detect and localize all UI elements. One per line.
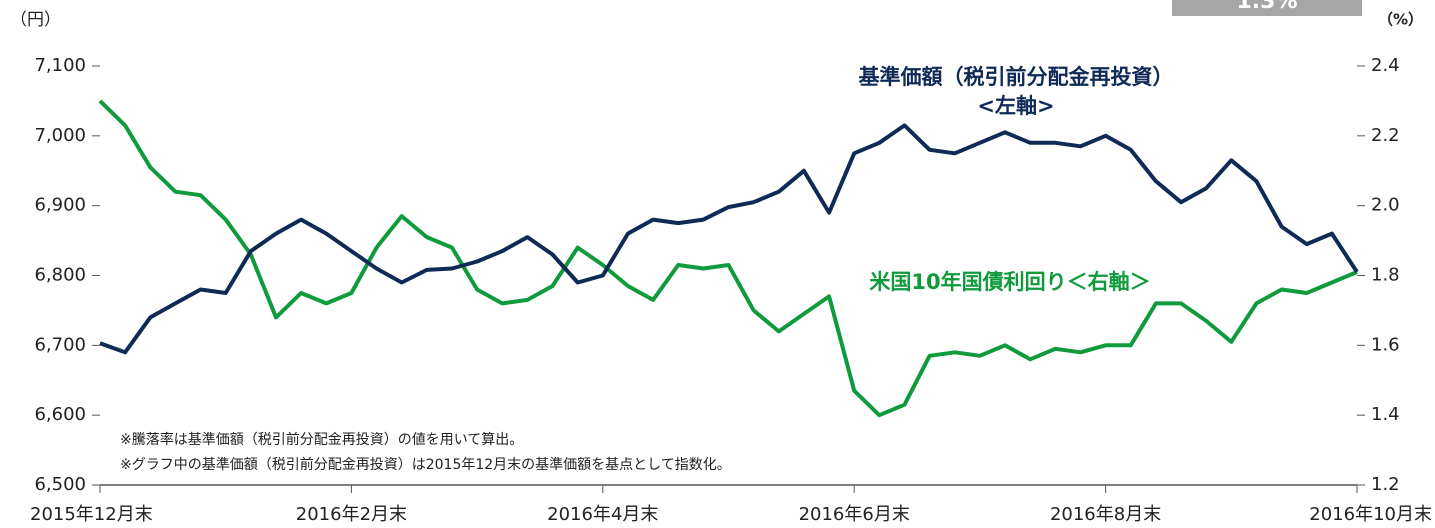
series-line xyxy=(98,99,1358,418)
y-tick-label: 6,500 xyxy=(34,474,86,495)
y2-axis-label: （%） xyxy=(1378,11,1423,29)
y2-tick-label: 2.2 xyxy=(1371,125,1400,146)
note: ※騰落率は基準価額（税引前分配金再投資）の値を用いて算出。 xyxy=(120,431,523,448)
series-line xyxy=(99,123,1359,355)
y-tick-label: 6,900 xyxy=(34,195,86,216)
y-axis-label: （円） xyxy=(10,10,61,30)
y2-tick-label: 2.0 xyxy=(1371,195,1400,216)
series-label-axis: <左軸> xyxy=(977,94,1054,118)
x-tick-label: 2016年6月末 xyxy=(799,504,910,525)
y2-tick-label: 1.2 xyxy=(1371,474,1400,495)
x-tick-label: 2016年8月末 xyxy=(1050,504,1161,525)
y2-tick-label: 1.6 xyxy=(1371,334,1400,355)
y2-tick-label: 2.4 xyxy=(1371,55,1400,76)
y2-tick-label: 1.8 xyxy=(1371,265,1400,286)
y-tick-label: 6,800 xyxy=(34,265,86,286)
x-tick-label: 2016年4月末 xyxy=(547,504,658,525)
y-tick-label: 6,600 xyxy=(34,404,86,425)
y-tick-label: 7,000 xyxy=(34,125,86,146)
x-tick-label: 2015年12月末 xyxy=(30,504,153,525)
series-label: 基準価額（税引前分配金再投資） xyxy=(859,65,1174,89)
x-tick-label: 2016年10月末 xyxy=(1309,504,1432,525)
y-tick-label: 7,100 xyxy=(34,55,86,76)
badge-text: 1.3% xyxy=(1236,0,1297,14)
y2-tick-label: 1.4 xyxy=(1371,404,1400,425)
y-tick-label: 6,700 xyxy=(34,334,86,355)
badge-box xyxy=(1172,0,1362,16)
note: ※グラフ中の基準価額（税引前分配金再投資）は2015年12月末の基準価額を基点と… xyxy=(120,456,731,473)
series-label: 米国10年国債利回り＜右軸＞ xyxy=(869,270,1150,294)
x-tick-label: 2016年2月末 xyxy=(296,504,407,525)
